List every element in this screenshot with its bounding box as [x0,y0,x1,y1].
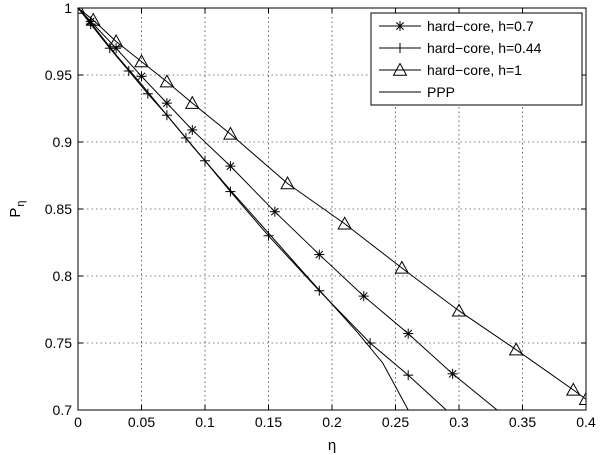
data-point [269,206,280,217]
data-point [392,62,408,76]
series-line [78,8,409,410]
data-point [159,74,175,88]
x-tick-label: 0 [74,414,82,430]
y-tick-label: 1 [64,0,72,16]
data-point [578,391,586,405]
series-group [78,8,586,410]
x-tick-label: 0.15 [255,414,282,430]
legend-label: hard−core, h=0.44 [427,40,542,56]
y-tick-label: 0.75 [45,335,72,351]
data-point [104,43,115,54]
data-point [161,98,172,109]
data-point [337,216,353,230]
data-point [451,303,467,317]
legend-item: hard−core, h=1 [379,62,522,78]
data-point [225,161,236,172]
y-tick-label: 0.7 [53,402,73,418]
y-tick-label: 0.8 [53,268,73,284]
data-point [136,71,147,82]
legend-item: hard−core, h=0.7 [379,18,534,34]
data-point [358,291,369,302]
data-point [223,126,238,140]
data-point [142,88,153,99]
data-point [508,342,524,356]
y-axis-label: Pη [7,200,27,217]
data-point [447,368,458,379]
legend-label: PPP [427,84,455,100]
x-tick-label: 0.3 [449,414,469,430]
x-tick-label: 0.2 [322,414,342,430]
data-point [134,54,149,68]
data-point [187,124,198,135]
y-tick-label: 0.9 [53,134,73,150]
legend-item: PPP [379,84,455,100]
data-point [394,260,410,274]
series-line [78,8,586,400]
data-point [403,370,414,381]
data-point [123,65,134,76]
legend: hard−core, h=0.7 hard−core, h=0.44 hard−co… [370,12,583,106]
y-tick-label: 0.85 [45,201,72,217]
legend-label: hard−core, h=1 [427,62,522,78]
data-point [403,328,414,339]
x-tick-label: 0.1 [195,414,215,430]
data-point [280,176,295,190]
data-point [565,382,581,396]
legend-label: hard−core, h=0.7 [427,18,534,34]
data-point [395,21,405,31]
series-2 [78,8,586,405]
x-axis-label: η [328,437,336,454]
legend-item: hard−core, h=0.44 [379,40,542,56]
x-tick-label: 0.4 [576,414,596,430]
x-tick-labels: 0 0.05 0.1 0.15 0.2 0.25 0.3 0.35 0.4 [74,414,596,430]
x-tick-label: 0.35 [509,414,536,430]
y-tick-label: 0.95 [45,67,72,83]
y-tick-labels: 0.7 0.75 0.8 0.85 0.9 0.95 1 [45,0,72,418]
x-tick-label: 0.25 [382,414,409,430]
data-point [314,249,325,260]
data-point [225,186,236,197]
data-point [108,33,124,48]
data-point [184,95,200,109]
legend-box [370,12,583,106]
series-3 [78,8,409,410]
x-tick-label: 0.05 [128,414,155,430]
y-axis-label-subscript: η [15,200,27,206]
y-axis-label-main: P [7,208,24,218]
data-point [395,43,405,53]
